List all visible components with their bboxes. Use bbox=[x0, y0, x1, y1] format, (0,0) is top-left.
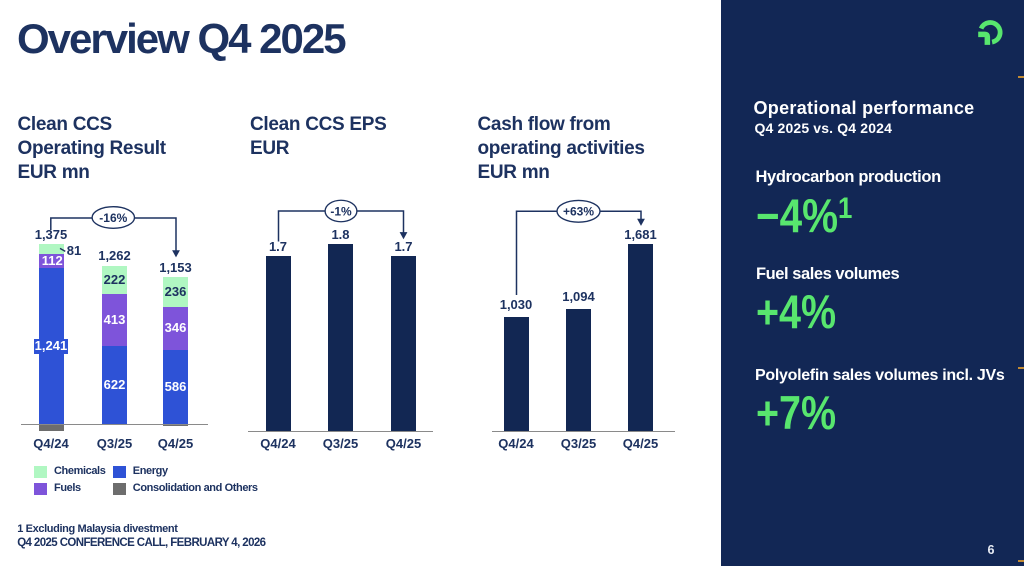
svg-text:-1%: -1% bbox=[330, 204, 352, 218]
svg-text:-16%: -16% bbox=[99, 211, 127, 225]
svg-text:+63%: +63% bbox=[563, 205, 594, 219]
